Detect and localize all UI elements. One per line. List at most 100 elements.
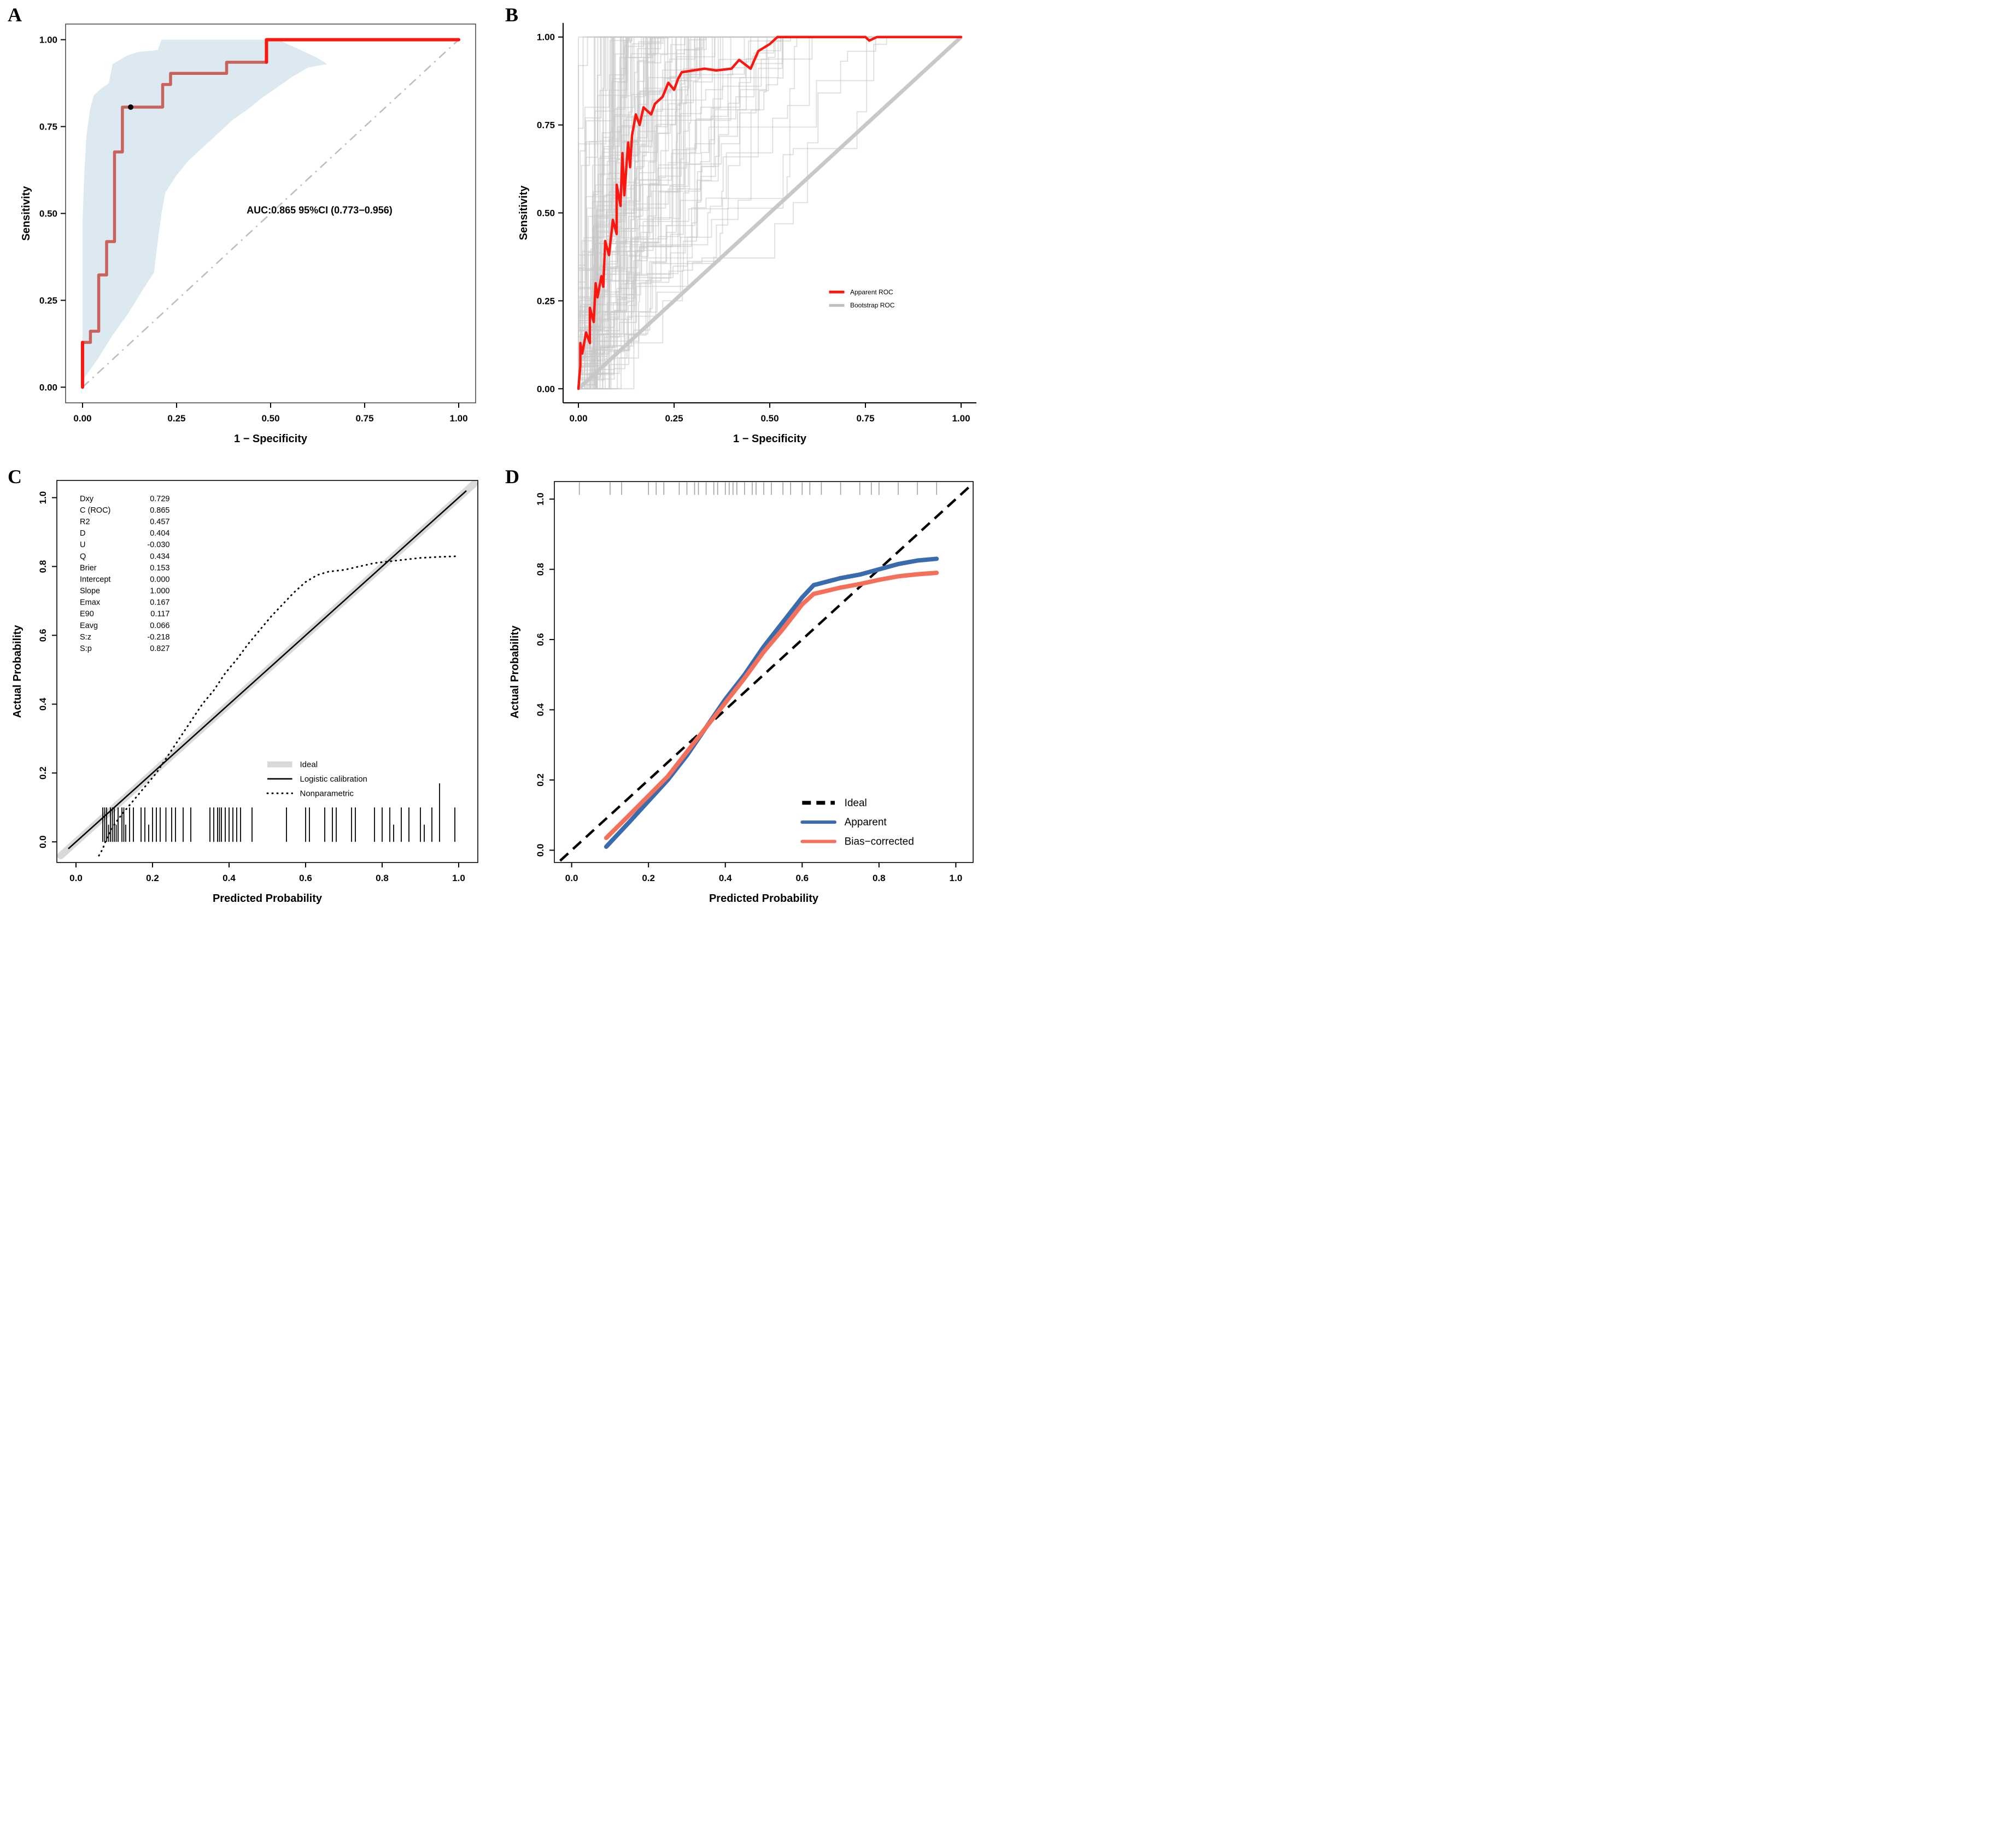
svg-text:U: U [80,541,85,549]
svg-text:0.066: 0.066 [150,621,169,630]
svg-text:1 − Specificity: 1 − Specificity [733,433,807,445]
svg-text:1 − Specificity: 1 − Specificity [234,433,308,445]
panel-b-label: B [505,4,519,26]
svg-text:Apparent: Apparent [845,817,887,828]
four-panel-figure: A AUC:0.865 95%CI (0.773−0.956) 0.00 0.25 0… [0,0,995,924]
svg-text:0.25: 0.25 [39,295,57,306]
svg-text:Predicted Probability: Predicted Probability [213,893,323,905]
svg-text:Nonparametric: Nonparametric [300,789,354,798]
svg-text:Ideal: Ideal [845,797,867,809]
svg-text:0.50: 0.50 [261,413,279,424]
svg-text:Eavg: Eavg [80,621,98,630]
svg-text:0.75: 0.75 [537,120,555,131]
svg-text:Sensitivity: Sensitivity [518,185,530,240]
svg-text:1.00: 1.00 [952,413,970,424]
svg-text:0.25: 0.25 [665,413,683,424]
svg-text:0.00: 0.00 [73,413,91,424]
svg-text:0.4: 0.4 [719,873,732,883]
svg-text:C (ROC): C (ROC) [80,506,110,515]
svg-text:0.2: 0.2 [146,873,159,883]
svg-text:S:z: S:z [80,633,91,642]
svg-text:0.6: 0.6 [38,629,48,642]
svg-text:AUC:0.865 95%CI (0.773−0.956): AUC:0.865 95%CI (0.773−0.956) [247,205,393,216]
svg-text:0.827: 0.827 [150,644,169,653]
svg-text:0.75: 0.75 [856,413,874,424]
panel-a-roc-chart: AUC:0.865 95%CI (0.773−0.956) 0.00 0.25 0.5… [20,24,476,445]
svg-text:0.8: 0.8 [38,560,48,573]
svg-text:0.50: 0.50 [760,413,779,424]
svg-text:Emax: Emax [80,599,101,607]
svg-text:0.2: 0.2 [535,773,546,787]
svg-text:Logistic calibration: Logistic calibration [300,775,367,784]
svg-text:0.0: 0.0 [565,873,578,883]
svg-text:0.6: 0.6 [535,633,546,646]
svg-text:1.000: 1.000 [150,587,169,596]
svg-text:Intercept: Intercept [80,575,110,584]
svg-text:1.00: 1.00 [449,413,467,424]
svg-text:-0.218: -0.218 [147,633,169,642]
panel-c-label: C [8,466,22,488]
svg-text:Predicted Probability: Predicted Probability [709,893,819,905]
svg-text:0.00: 0.00 [39,382,57,392]
svg-text:1.0: 1.0 [452,873,465,883]
svg-text:0.457: 0.457 [150,518,169,526]
svg-text:1.0: 1.0 [38,491,48,504]
svg-text:Brier: Brier [80,564,97,572]
svg-text:0.153: 0.153 [150,564,169,572]
panel-d-label: D [505,466,519,488]
svg-text:0.167: 0.167 [150,599,169,607]
svg-text:0.2: 0.2 [38,766,48,779]
svg-text:0.25: 0.25 [537,296,555,306]
svg-text:0.6: 0.6 [795,873,809,883]
svg-text:0.729: 0.729 [150,495,169,503]
svg-text:0.0: 0.0 [69,873,83,883]
svg-text:0.4: 0.4 [223,873,236,883]
svg-text:Q: Q [80,552,86,561]
svg-text:0.50: 0.50 [39,209,57,219]
svg-text:Actual Probability: Actual Probability [11,625,24,718]
svg-text:Ideal: Ideal [300,760,318,770]
panel-a: A AUC:0.865 95%CI (0.773−0.956) 0.00 0.25 0… [0,0,497,462]
svg-text:0.865: 0.865 [150,506,169,515]
panel-d-calibration-compare-chart: Ideal Apparent Bias−corrected 0.0 0.2 0.4 0.6 0… [509,481,974,905]
svg-text:0.117: 0.117 [150,610,169,619]
svg-text:0.6: 0.6 [299,873,312,883]
svg-text:0.0: 0.0 [535,844,546,857]
svg-text:Bias−corrected: Bias−corrected [845,836,914,847]
svg-text:S:p: S:p [80,644,92,653]
svg-text:0.8: 0.8 [535,563,546,576]
svg-text:Actual Probability: Actual Probability [509,625,521,719]
svg-text:0.2: 0.2 [642,873,655,883]
svg-text:0.000: 0.000 [150,575,169,584]
svg-text:0.25: 0.25 [167,413,185,424]
svg-text:0.8: 0.8 [376,873,389,883]
svg-text:0.0: 0.0 [38,835,48,848]
svg-text:0.8: 0.8 [873,873,886,883]
svg-text:0.434: 0.434 [150,552,169,561]
svg-text:0.00: 0.00 [537,384,555,394]
panel-b: B Apparent ROC Bootstrap ROC 0.00 0.25 0.50 0… [497,0,995,462]
panel-b-bootstrap-roc-chart: Apparent ROC Bootstrap ROC 0.00 0.25 0.50 0.7… [518,23,976,445]
svg-text:0.00: 0.00 [569,413,587,424]
panel-c-calibration-chart: Dxy 0.729 C (ROC) 0.865 R2 0.457 D 0.404 U -0.030… [11,480,478,905]
panel-a-label: A [8,4,22,26]
svg-text:1.00: 1.00 [39,35,57,45]
svg-text:1.00: 1.00 [537,32,555,43]
svg-text:R2: R2 [80,518,90,526]
svg-text:E90: E90 [80,610,94,619]
svg-text:D: D [80,529,85,538]
panel-c: C Dxy 0.729 C (ROC) 0.865 R2 0.457 D 0.404 U -0.0… [0,462,497,924]
svg-text:Bootstrap ROC: Bootstrap ROC [850,302,895,309]
svg-text:0.50: 0.50 [537,208,555,219]
svg-text:0.75: 0.75 [355,413,373,424]
svg-text:-0.030: -0.030 [147,541,169,549]
svg-text:Sensitivity: Sensitivity [20,186,32,241]
svg-text:0.404: 0.404 [150,529,169,538]
svg-text:0.4: 0.4 [38,697,48,711]
svg-text:0.75: 0.75 [39,122,57,132]
svg-text:Apparent ROC: Apparent ROC [850,288,893,296]
svg-text:1.0: 1.0 [950,873,963,883]
svg-text:0.4: 0.4 [535,703,546,716]
svg-text:Slope: Slope [80,587,100,596]
svg-text:Dxy: Dxy [80,495,94,503]
